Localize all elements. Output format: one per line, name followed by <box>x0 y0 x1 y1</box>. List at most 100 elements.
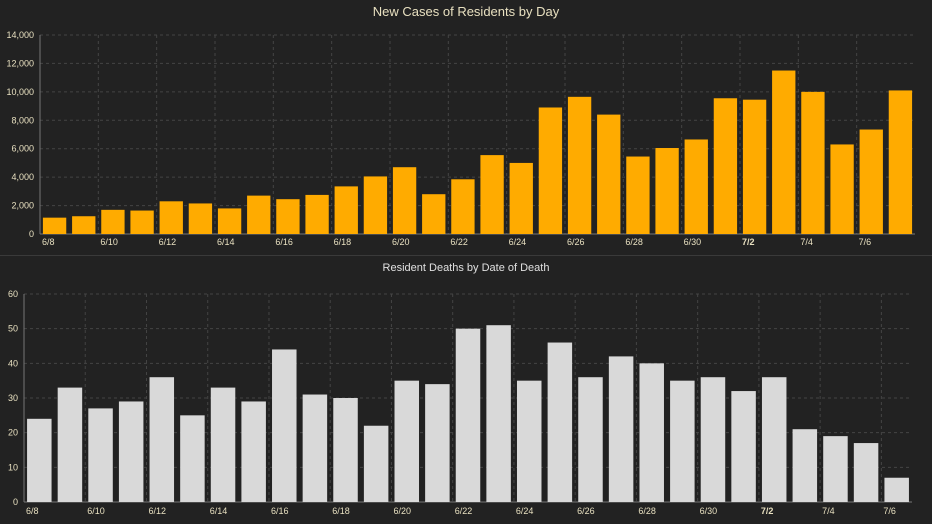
cases-y-tick-label: 10,000 <box>6 87 34 97</box>
deaths-bar <box>241 401 266 502</box>
deaths-bar <box>578 377 603 502</box>
deaths-x-tick-label: 7/4 <box>822 506 835 516</box>
cases-y-tick-label: 14,000 <box>6 30 34 40</box>
deaths-bar <box>639 363 664 502</box>
deaths-bar <box>88 408 113 502</box>
cases-y-tick-label: 12,000 <box>6 58 34 68</box>
deaths-bar <box>670 380 695 502</box>
cases-bar <box>72 216 96 234</box>
cases-x-tick-label: 6/12 <box>159 237 177 247</box>
deaths-y-tick-label: 20 <box>8 428 18 438</box>
cases-x-tick-label: 6/18 <box>334 237 352 247</box>
cases-bar <box>247 195 271 234</box>
cases-bar <box>159 201 183 234</box>
deaths-bar <box>455 328 481 502</box>
deaths-x-tick-label: 6/8 <box>26 506 39 516</box>
cases-bar <box>480 155 504 234</box>
deaths-bar <box>792 429 818 502</box>
cases-bar <box>217 208 242 234</box>
deaths-x-tick-label: 6/12 <box>148 506 166 516</box>
cases-bar <box>859 129 883 234</box>
deaths-x-tick-label: 6/18 <box>332 506 350 516</box>
cases-bar <box>597 114 621 234</box>
cases-x-tick-label: 7/2 <box>742 237 755 247</box>
cases-bar <box>567 96 592 234</box>
cases-bar <box>713 98 738 234</box>
deaths-y-tick-label: 40 <box>8 358 18 368</box>
deaths-bar <box>516 380 542 502</box>
deaths-x-tick-label: 6/10 <box>87 506 105 516</box>
cases-bar <box>801 91 825 234</box>
deaths-x-tick-label: 6/14 <box>210 506 228 516</box>
deaths-x-tick-label: 6/30 <box>700 506 718 516</box>
cases-x-tick-label: 6/14 <box>217 237 235 247</box>
cases-x-tick-label: 6/20 <box>392 237 410 247</box>
deaths-bar <box>608 356 634 502</box>
deaths-bar <box>394 380 420 502</box>
chart-title-deaths: Resident Deaths by Date of Death <box>382 262 550 274</box>
cases-x-tick-label: 7/6 <box>859 237 872 247</box>
deaths-bar <box>823 436 848 502</box>
cases-bar <box>305 194 329 234</box>
cases-bar <box>684 139 708 234</box>
cases-x-tick-label: 6/22 <box>450 237 468 247</box>
deaths-x-tick-label: 7/6 <box>883 506 896 516</box>
cases-x-tick-label: 6/8 <box>42 237 55 247</box>
deaths-x-tick-label: 6/20 <box>393 506 411 516</box>
deaths-x-tick-label: 6/26 <box>577 506 595 516</box>
deaths-y-tick-label: 50 <box>8 324 18 334</box>
cases-bar <box>276 199 300 234</box>
deaths-bar <box>731 391 756 502</box>
deaths-bar <box>302 394 328 502</box>
cases-x-tick-label: 6/16 <box>275 237 293 247</box>
deaths-y-tick-label: 30 <box>8 393 18 403</box>
cases-bar <box>509 162 533 234</box>
deaths-bar <box>118 401 144 502</box>
cases-y-tick-label: 8,000 <box>11 115 34 125</box>
deaths-bar <box>425 384 450 502</box>
cases-bar <box>130 210 154 234</box>
cases-bar <box>772 70 796 235</box>
deaths-bar <box>884 477 909 502</box>
deaths-bar <box>761 377 787 502</box>
cases-x-tick-label: 6/30 <box>684 237 702 247</box>
cases-x-tick-label: 6/28 <box>625 237 643 247</box>
chart-divider <box>0 255 932 256</box>
cases-bar <box>451 179 475 234</box>
deaths-bar <box>57 387 83 502</box>
cases-bar <box>42 217 67 234</box>
deaths-bar <box>333 398 358 502</box>
cases-bar <box>363 176 388 234</box>
deaths-x-tick-label: 6/22 <box>455 506 473 516</box>
cases-bar <box>655 148 679 234</box>
deaths-bar <box>149 377 175 502</box>
deaths-bar <box>210 387 236 502</box>
deaths-bar <box>547 342 573 502</box>
cases-y-tick-label: 6,000 <box>11 144 34 154</box>
deaths-y-tick-label: 10 <box>8 462 18 472</box>
cases-bar <box>830 144 854 234</box>
deaths-y-tick-label: 60 <box>8 289 18 299</box>
cases-bar <box>538 107 563 234</box>
chart-title-cases: New Cases of Residents by Day <box>372 4 560 19</box>
cases-y-tick-label: 0 <box>29 229 34 239</box>
deaths-y-tick-label: 0 <box>13 497 18 507</box>
cases-bar <box>188 203 213 234</box>
deaths-bar <box>180 415 205 502</box>
cases-x-tick-label: 7/4 <box>800 237 813 247</box>
cases-y-tick-label: 4,000 <box>11 172 34 182</box>
cases-bar <box>888 90 913 234</box>
cases-bar <box>392 167 417 234</box>
deaths-bar <box>27 418 52 502</box>
deaths-bar <box>363 425 389 502</box>
cases-y-tick-label: 2,000 <box>11 201 34 211</box>
cases-bar <box>422 194 446 234</box>
deaths-x-tick-label: 6/24 <box>516 506 534 516</box>
cases-bar <box>101 209 125 234</box>
deaths-bar <box>486 325 511 502</box>
cases-bar <box>334 186 358 234</box>
cases-x-tick-label: 6/26 <box>567 237 585 247</box>
deaths-x-tick-label: 7/2 <box>761 506 774 516</box>
